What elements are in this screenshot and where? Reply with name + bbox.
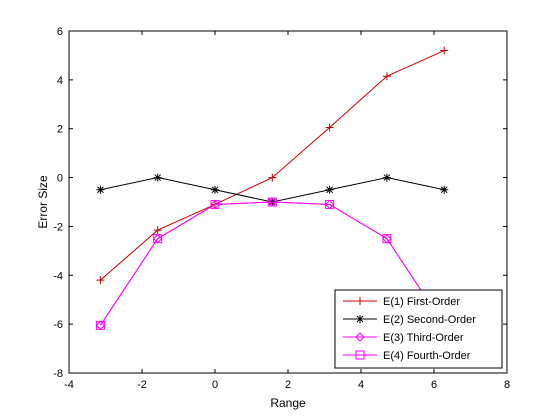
- data-point-marker: [211, 185, 219, 194]
- legend-label: E(2) Second-Order: [383, 314, 476, 326]
- data-point-marker: [95, 320, 105, 330]
- x-tick-label: 4: [358, 379, 364, 391]
- y-tick-label: 2: [57, 124, 63, 136]
- y-tick-label: 0: [57, 173, 63, 185]
- legend-marker: [356, 297, 364, 305]
- y-axis-label: Error Size: [36, 175, 50, 229]
- x-tick-label: -2: [137, 379, 147, 391]
- data-point-marker: [96, 276, 105, 285]
- legend: E(1) First-Order E(2) Second-Order E(3) Th…: [334, 289, 503, 369]
- legend-label: E(3) Third-Order: [383, 332, 464, 344]
- data-point-marker: [267, 197, 277, 207]
- y-tick-label: -8: [53, 368, 63, 380]
- data-point-marker: [96, 185, 105, 194]
- x-tick-label: 6: [431, 379, 437, 391]
- legend-label: E(1) First-Order: [383, 296, 460, 308]
- data-point-marker: [153, 234, 163, 244]
- x-tick-label: -4: [64, 379, 74, 391]
- y-tick-label: -6: [53, 319, 63, 331]
- data-point-marker: [325, 185, 334, 194]
- data-point-marker: [440, 185, 449, 194]
- data-point-marker: [440, 46, 449, 55]
- x-tick-label: 8: [504, 379, 510, 391]
- data-point-marker: [382, 72, 391, 81]
- data-point-marker: [153, 173, 162, 182]
- series-layer: [95, 46, 449, 331]
- data-point-marker: [382, 173, 391, 182]
- data-point-marker: [382, 234, 392, 244]
- y-tick-label: 4: [57, 75, 63, 87]
- y-tick-label: -2: [53, 221, 63, 233]
- x-axis-label: Range: [270, 396, 306, 410]
- y-tick-label: -4: [53, 270, 63, 282]
- data-point-marker: [210, 199, 220, 209]
- x-tick-label: 0: [212, 379, 218, 391]
- legend-label: E(4) Fourth-Order: [383, 350, 471, 362]
- legend-marker: [355, 350, 365, 360]
- data-point-marker: [325, 199, 335, 209]
- x-tick-label: 2: [285, 379, 291, 391]
- y-tick-label: 6: [57, 26, 63, 38]
- data-point-marker: [325, 123, 334, 132]
- data-point-marker: [268, 173, 277, 182]
- x-axis-ticks: -4 -2 0 2 4 6 8: [64, 31, 510, 391]
- y-axis-ticks: -8 -6 -4 -2 0 2 4 6: [53, 26, 507, 380]
- legend-marker: [356, 315, 364, 323]
- series-line: [99, 201, 445, 326]
- legend-marker: [355, 332, 365, 342]
- data-point-marker: [153, 226, 162, 235]
